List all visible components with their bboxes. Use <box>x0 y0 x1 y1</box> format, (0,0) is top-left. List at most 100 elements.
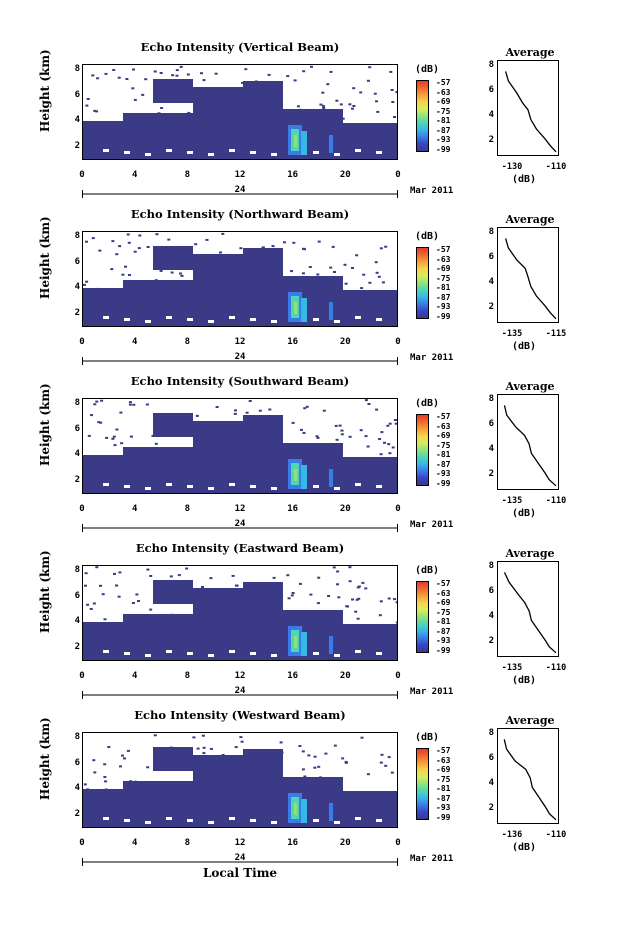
x-tick-label: 0 <box>395 504 401 514</box>
echo-speckle <box>111 240 115 243</box>
colorbar-label: -63 <box>436 254 451 264</box>
colorbar-label: -93 <box>436 636 451 645</box>
echo-speckle <box>115 428 119 431</box>
echo-speckle <box>360 287 364 290</box>
echo-speckle <box>356 586 360 589</box>
average-x-tick: -135 <box>501 663 523 673</box>
echo-speckle <box>333 744 337 747</box>
echo-speckle <box>306 791 310 794</box>
echo-speckle <box>319 776 323 779</box>
x-tick-label: 0 <box>79 838 85 848</box>
echo-speckle <box>302 70 306 73</box>
echo-speckle <box>391 446 395 449</box>
echo-speckle <box>270 282 274 285</box>
echo-speckle <box>352 87 356 90</box>
echo-gap <box>313 652 319 655</box>
echo-speckle <box>125 625 129 628</box>
echo-speckle <box>177 574 181 577</box>
echo-gap <box>103 483 109 486</box>
average-unit: (dB) <box>512 341 537 352</box>
y-tick-label: 4 <box>74 115 80 125</box>
average-y-tick: 2 <box>488 302 494 312</box>
average-y-tick: 2 <box>488 135 494 145</box>
echo-region <box>323 624 397 638</box>
echo-speckle <box>183 753 187 755</box>
panel-title: Echo Intensity (Southward Beam) <box>130 374 350 388</box>
echo-speckle <box>338 424 342 427</box>
echo-gap <box>103 316 109 319</box>
x-tick-label: 8 <box>184 170 191 180</box>
x-tick-label: 0 <box>79 170 85 180</box>
echo-speckle <box>313 766 317 769</box>
echo-speckle <box>296 105 300 108</box>
average-profile-plot <box>497 728 559 824</box>
echo-speckle <box>359 429 363 432</box>
low-echo-band <box>83 135 397 159</box>
echo-speckle <box>397 759 398 761</box>
echo-speckle <box>361 581 365 584</box>
x-tick-label: 4 <box>131 838 138 848</box>
echo-speckle <box>206 261 210 264</box>
echo-speckle <box>204 453 208 456</box>
echo-speckle <box>128 401 132 404</box>
echo-speckle <box>231 275 235 277</box>
echo-speckle <box>272 576 276 579</box>
echo-speckle <box>154 442 158 445</box>
echo-speckle <box>189 122 193 125</box>
echo-speckle <box>128 403 132 406</box>
echo-speckle <box>214 423 218 426</box>
echo-gap <box>145 487 151 490</box>
heatmap-plot <box>82 565 398 661</box>
average-title: Average <box>505 547 555 560</box>
colorbar <box>416 80 429 152</box>
echo-speckle <box>380 431 384 434</box>
echo-gap <box>187 652 193 655</box>
echo-speckle <box>179 65 183 68</box>
x-tick-label: 0 <box>79 337 85 347</box>
average-y-tick: 6 <box>488 753 494 763</box>
echo-speckle <box>153 625 157 628</box>
echo-speckle <box>302 247 305 250</box>
echo-speckle <box>119 765 122 768</box>
echo-speckle <box>165 758 168 761</box>
day-label: 24 <box>234 352 246 362</box>
echo-speckle <box>239 247 243 250</box>
echo-gap <box>334 821 340 824</box>
echo-speckle <box>189 587 193 590</box>
x-tick-label: 0 <box>79 671 85 681</box>
average-profile-plot <box>497 394 559 490</box>
colorbar-label: -75 <box>436 774 451 784</box>
echo-speckle <box>222 756 226 759</box>
echo-speckle <box>115 584 118 587</box>
echo-speckle <box>258 455 262 458</box>
echo-speckle <box>205 238 209 241</box>
average-x-tick: -110 <box>545 830 567 840</box>
echo-speckle <box>343 263 347 266</box>
echo-gap <box>124 151 130 154</box>
average-y-tick: 8 <box>488 728 494 738</box>
echo-speckle <box>276 765 280 768</box>
echo-speckle <box>355 254 359 257</box>
echo-speckle <box>273 750 277 753</box>
echo-gap <box>103 149 109 152</box>
echo-speckle <box>115 253 119 256</box>
echo-speckle <box>213 594 217 597</box>
echo-gap <box>334 487 340 490</box>
echo-gap <box>229 817 235 820</box>
colorbar <box>416 748 429 820</box>
x-tick-label: 8 <box>184 337 191 347</box>
echo-speckle <box>93 109 97 112</box>
strong-echo-peak <box>294 302 297 314</box>
echo-speckle <box>389 70 393 73</box>
echo-speckle <box>137 247 141 250</box>
echo-speckle <box>209 747 213 750</box>
echo-speckle <box>101 593 105 596</box>
echo-speckle <box>346 605 350 608</box>
echo-speckle <box>200 269 204 272</box>
echo-speckle <box>317 576 321 579</box>
echo-speckle <box>335 99 339 102</box>
average-profile-line <box>504 71 557 153</box>
echo-speckle <box>119 290 123 293</box>
echo-speckle <box>157 112 161 115</box>
echo-speckle <box>286 574 290 577</box>
